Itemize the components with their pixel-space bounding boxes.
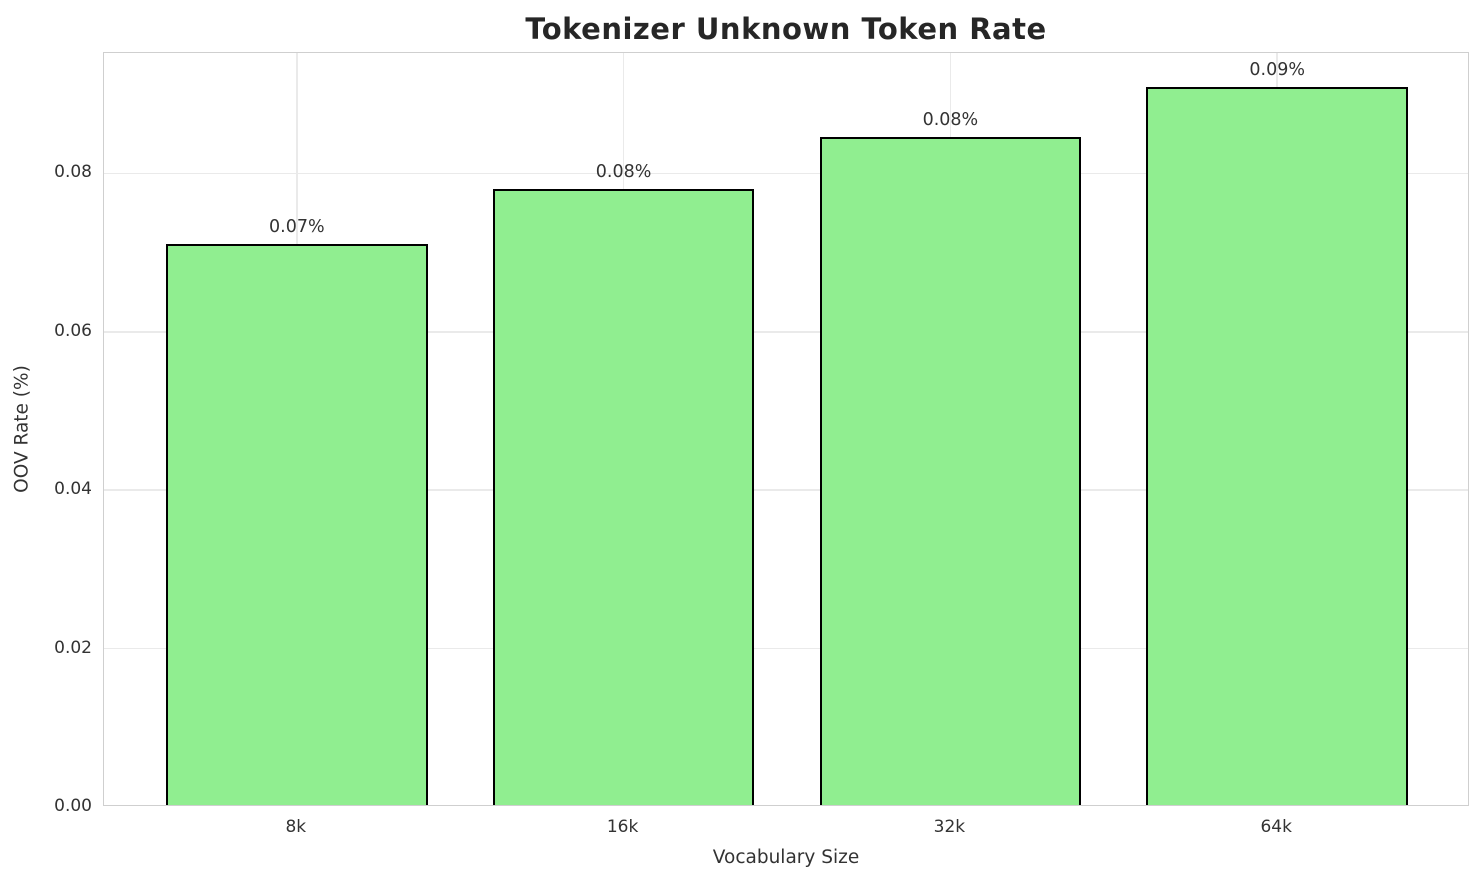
y-tick-label: 0.00 — [54, 796, 92, 816]
bar-8k — [166, 244, 428, 805]
y-gridline — [104, 647, 1468, 650]
y-tick-label: 0.02 — [54, 637, 92, 658]
chart-title: Tokenizer Unknown Token Rate — [525, 12, 1047, 46]
bar-32k — [819, 136, 1082, 805]
y-tick-label: 0.04 — [54, 479, 92, 500]
bar-value-label: 0.08% — [595, 161, 652, 182]
x-tick-label: 32k — [933, 817, 966, 837]
y-gridline — [104, 489, 1468, 491]
bar-16k — [492, 188, 755, 805]
x-tick-label: 8k — [285, 817, 307, 837]
bar-value-label: 0.07% — [269, 217, 325, 238]
y-gridline — [104, 331, 1468, 333]
y-tick-label: 0.08 — [54, 162, 92, 183]
y-gridline — [104, 172, 1468, 175]
bar-64k — [1146, 87, 1408, 805]
bar-value-label: 0.09% — [1249, 60, 1305, 81]
x-tick-label: 16k — [606, 817, 639, 837]
plot-area: 0.07% 0.08% 0.08% 0.09% — [103, 52, 1469, 806]
x-tick-label: 64k — [1260, 817, 1292, 837]
y-tick-label: 0.06 — [54, 320, 92, 341]
y-axis-label: OOV Rate (%) — [11, 365, 33, 493]
bar-value-label: 0.08% — [922, 109, 979, 130]
x-axis-label: Vocabulary Size — [712, 847, 860, 868]
